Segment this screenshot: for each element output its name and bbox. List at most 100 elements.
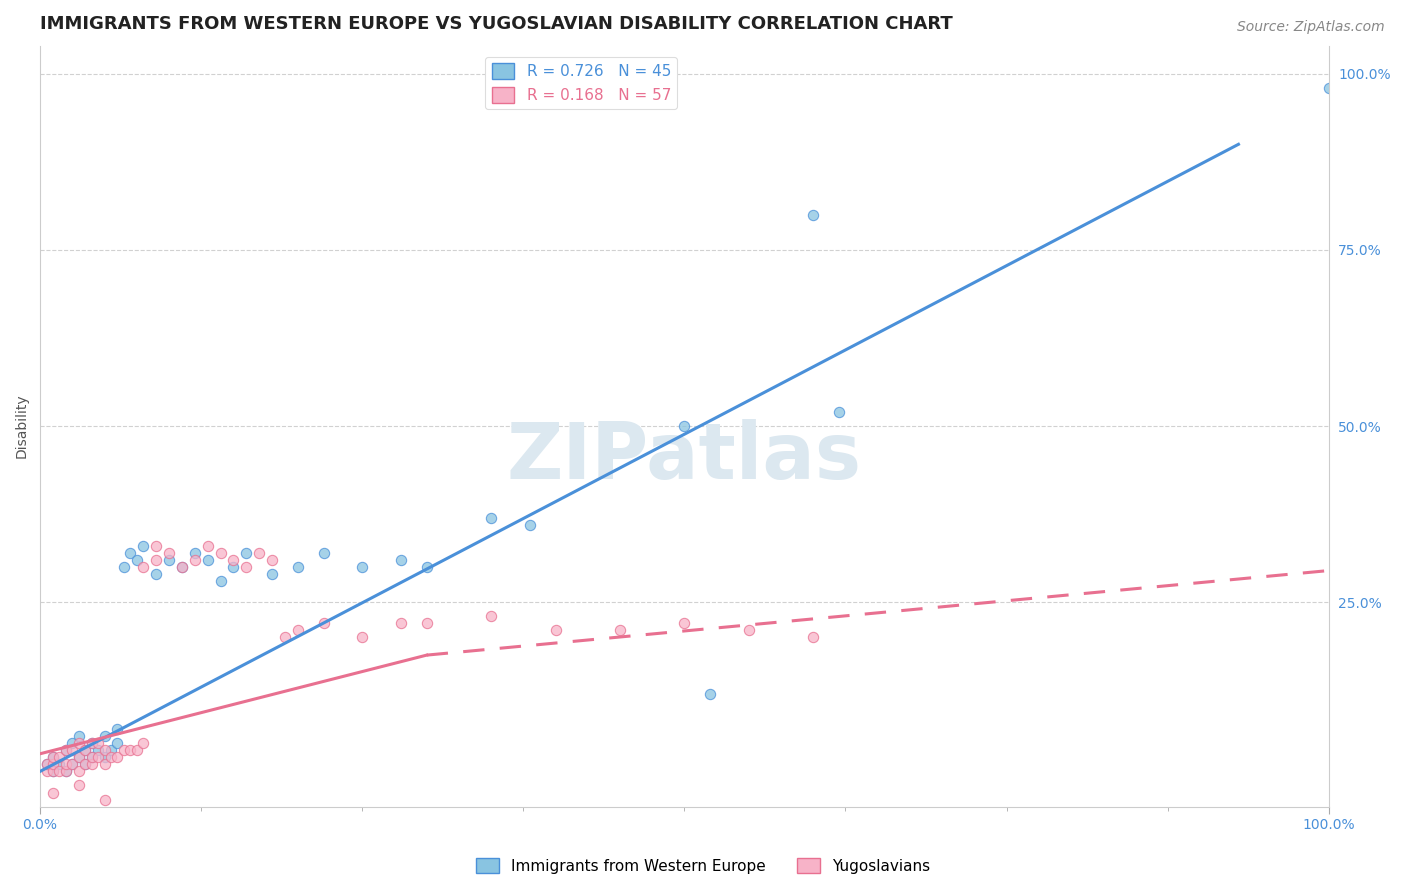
- Point: [35, 757, 58, 772]
- Point: [55, 764, 77, 779]
- Point: [80, 750, 103, 764]
- Point: [55, 757, 77, 772]
- Point: [609, 624, 631, 638]
- Point: [93, 792, 115, 806]
- Point: [312, 616, 335, 631]
- Point: [479, 510, 502, 524]
- Point: [42, 757, 65, 772]
- Point: [125, 743, 148, 757]
- Point: [184, 553, 207, 567]
- Point: [87, 743, 110, 757]
- Point: [35, 757, 58, 772]
- Point: [389, 553, 412, 567]
- Point: [67, 764, 90, 779]
- Point: [145, 567, 167, 582]
- Point: [93, 743, 115, 757]
- Point: [145, 553, 167, 567]
- Point: [287, 560, 309, 574]
- Point: [112, 560, 135, 574]
- Point: [222, 560, 245, 574]
- Point: [75, 757, 97, 772]
- Point: [260, 567, 283, 582]
- Y-axis label: Disability: Disability: [15, 394, 30, 458]
- Point: [801, 208, 824, 222]
- Point: [197, 539, 219, 553]
- Point: [55, 743, 77, 757]
- Point: [48, 757, 70, 772]
- Point: [60, 743, 83, 757]
- Point: [107, 736, 129, 750]
- Point: [67, 750, 90, 764]
- Legend: Immigrants from Western Europe, Yugoslavians: Immigrants from Western Europe, Yugoslav…: [470, 852, 936, 880]
- Point: [42, 750, 65, 764]
- Point: [287, 624, 309, 638]
- Point: [120, 743, 142, 757]
- Point: [389, 616, 412, 631]
- Point: [80, 757, 103, 772]
- Point: [1317, 81, 1340, 95]
- Point: [235, 560, 257, 574]
- Point: [132, 736, 155, 750]
- Point: [67, 779, 90, 793]
- Point: [519, 517, 541, 532]
- Point: [48, 764, 70, 779]
- Point: [170, 560, 193, 574]
- Point: [145, 539, 167, 553]
- Point: [100, 750, 122, 764]
- Point: [247, 546, 270, 560]
- Point: [699, 687, 721, 701]
- Point: [42, 785, 65, 799]
- Point: [60, 757, 83, 772]
- Point: [197, 553, 219, 567]
- Legend: R = 0.726   N = 45, R = 0.168   N = 57: R = 0.726 N = 45, R = 0.168 N = 57: [485, 57, 678, 109]
- Point: [828, 405, 851, 419]
- Point: [42, 764, 65, 779]
- Point: [60, 736, 83, 750]
- Point: [157, 553, 180, 567]
- Point: [107, 722, 129, 736]
- Point: [274, 631, 297, 645]
- Point: [67, 729, 90, 743]
- Point: [415, 560, 437, 574]
- Point: [42, 764, 65, 779]
- Point: [87, 736, 110, 750]
- Point: [112, 743, 135, 757]
- Point: [93, 729, 115, 743]
- Point: [75, 757, 97, 772]
- Point: [120, 546, 142, 560]
- Text: Source: ZipAtlas.com: Source: ZipAtlas.com: [1237, 20, 1385, 34]
- Point: [415, 616, 437, 631]
- Text: ZIPatlas: ZIPatlas: [508, 418, 862, 494]
- Point: [125, 553, 148, 567]
- Point: [801, 631, 824, 645]
- Text: IMMIGRANTS FROM WESTERN EUROPE VS YUGOSLAVIAN DISABILITY CORRELATION CHART: IMMIGRANTS FROM WESTERN EUROPE VS YUGOSL…: [41, 15, 953, 33]
- Point: [80, 736, 103, 750]
- Point: [132, 539, 155, 553]
- Point: [55, 764, 77, 779]
- Point: [60, 757, 83, 772]
- Point: [132, 560, 155, 574]
- Point: [673, 616, 696, 631]
- Point: [80, 736, 103, 750]
- Point: [352, 560, 374, 574]
- Point: [479, 609, 502, 624]
- Point: [157, 546, 180, 560]
- Point: [75, 743, 97, 757]
- Point: [738, 624, 761, 638]
- Point: [93, 757, 115, 772]
- Point: [67, 736, 90, 750]
- Point: [312, 546, 335, 560]
- Point: [673, 419, 696, 434]
- Point: [209, 546, 232, 560]
- Point: [352, 631, 374, 645]
- Point: [222, 553, 245, 567]
- Point: [170, 560, 193, 574]
- Point: [93, 750, 115, 764]
- Point: [209, 574, 232, 588]
- Point: [75, 743, 97, 757]
- Point: [87, 750, 110, 764]
- Point: [35, 764, 58, 779]
- Point: [42, 750, 65, 764]
- Point: [55, 743, 77, 757]
- Point: [235, 546, 257, 560]
